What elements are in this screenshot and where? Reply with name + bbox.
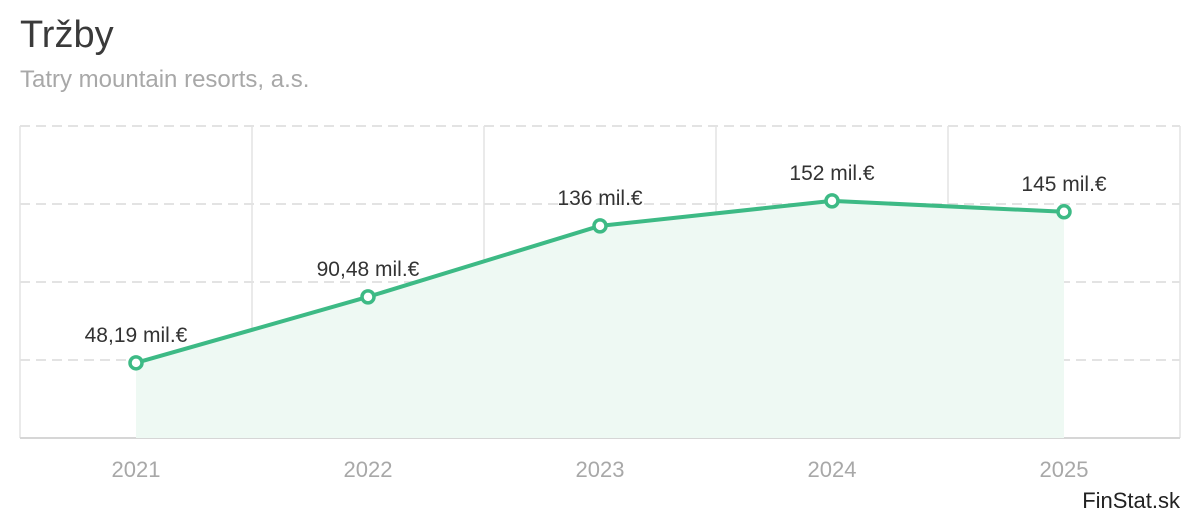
- data-point: [360, 289, 376, 305]
- data-point: [128, 355, 144, 371]
- data-point: [592, 218, 608, 234]
- data-point: [824, 193, 840, 209]
- brand-logo[interactable]: FinStat.sk: [1082, 488, 1180, 513]
- data-label: 48,19 mil.€: [85, 324, 188, 347]
- data-points: [128, 193, 1072, 371]
- data-point: [1056, 204, 1072, 220]
- x-tick-label: 2024: [808, 457, 857, 482]
- x-tick-label: 2022: [344, 457, 393, 482]
- x-tick-label: 2025: [1040, 457, 1089, 482]
- x-tick-label: 2023: [576, 457, 625, 482]
- data-label: 152 mil.€: [789, 162, 875, 185]
- chart-title: Tržby: [20, 14, 114, 56]
- x-axis: 2021 2022 2023 2024 2025: [112, 457, 1089, 482]
- series-area: [136, 200, 1064, 438]
- data-label: 145 mil.€: [1021, 173, 1107, 196]
- data-label: 90,48 mil.€: [317, 258, 420, 281]
- data-labels: 48,19 mil.€ 90,48 mil.€ 136 mil.€ 152 mil.€…: [85, 162, 1107, 347]
- chart-subtitle: Tatry mountain resorts, a.s.: [20, 66, 310, 93]
- data-label: 136 mil.€: [557, 187, 643, 210]
- x-tick-label: 2021: [112, 457, 161, 482]
